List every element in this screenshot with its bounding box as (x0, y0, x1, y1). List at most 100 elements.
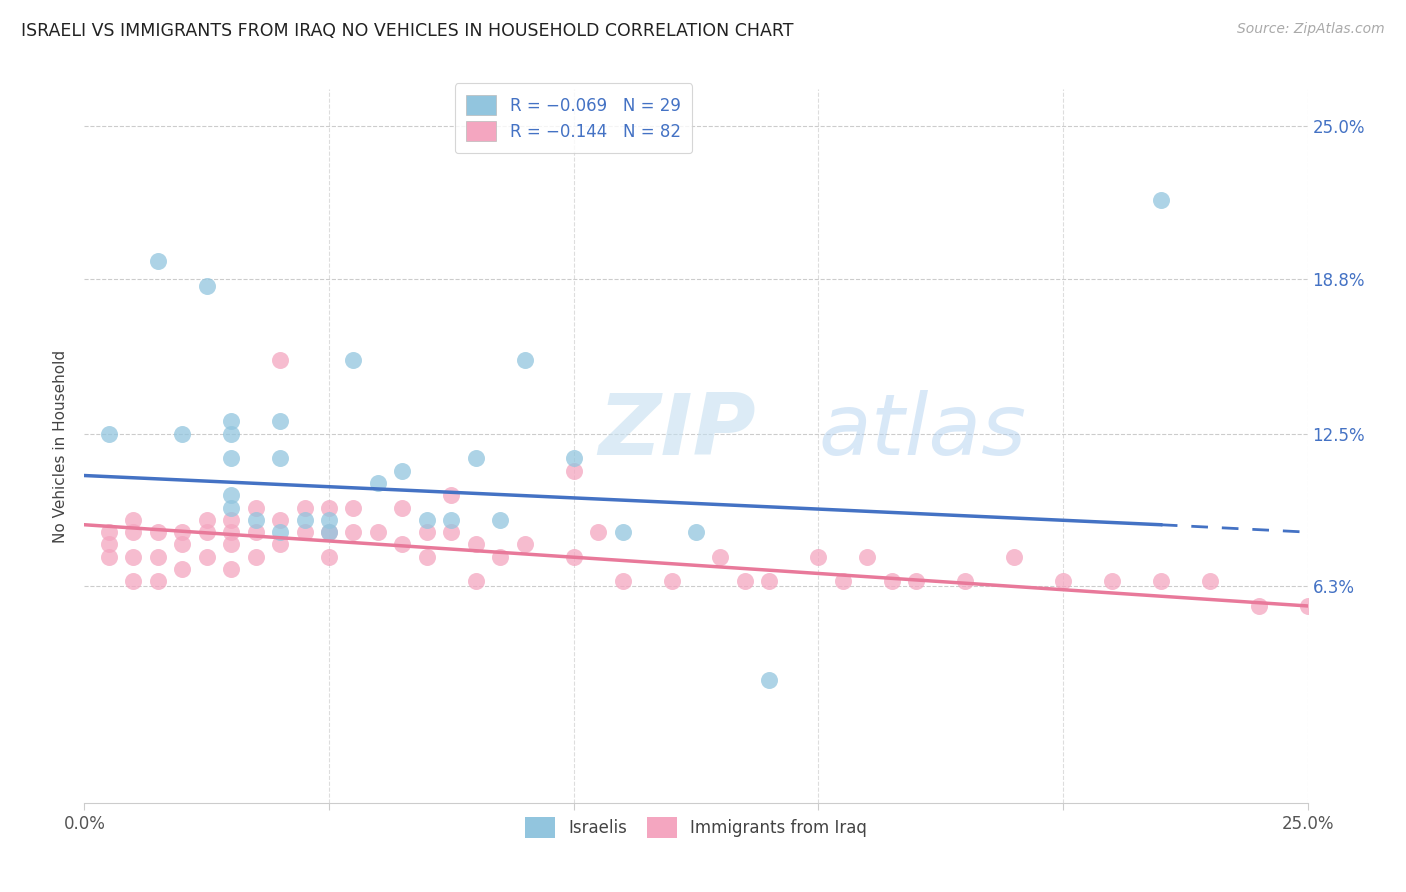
Point (880, 574, 903, 589)
Point (953, 574, 976, 589)
Point (1198, 574, 1220, 589)
Point (1052, 574, 1074, 589)
Point (586, 525, 609, 540)
Point (342, 500, 364, 515)
Text: atlas: atlas (818, 390, 1026, 474)
Point (416, 525, 439, 540)
Point (440, 488, 463, 502)
Point (612, 525, 634, 540)
Point (146, 525, 169, 540)
Point (219, 488, 242, 502)
Point (219, 525, 242, 540)
Point (146, 574, 169, 589)
Point (391, 537, 413, 551)
Point (489, 549, 512, 564)
Point (172, 537, 194, 551)
Point (758, 574, 780, 589)
Point (464, 537, 486, 551)
Text: ISRAELI VS IMMIGRANTS FROM IRAQ NO VEHICLES IN HOUSEHOLD CORRELATION CHART: ISRAELI VS IMMIGRANTS FROM IRAQ NO VEHIC… (21, 22, 793, 40)
Point (245, 513, 267, 527)
Point (367, 475, 389, 490)
Point (97, 549, 120, 564)
Point (318, 525, 340, 540)
Point (1247, 599, 1270, 613)
Point (269, 513, 291, 527)
Point (807, 549, 830, 564)
Point (391, 464, 413, 478)
Point (416, 513, 439, 527)
Point (318, 525, 340, 540)
Point (1101, 574, 1123, 589)
Point (219, 562, 242, 576)
Point (905, 574, 928, 589)
Point (367, 525, 389, 540)
Point (440, 513, 463, 527)
Point (97, 525, 120, 540)
Point (269, 537, 291, 551)
Point (146, 254, 169, 268)
Point (122, 513, 145, 527)
Point (734, 574, 756, 589)
Point (318, 513, 340, 527)
Text: ZIP: ZIP (598, 390, 756, 474)
Point (709, 549, 731, 564)
Point (172, 426, 194, 441)
Point (513, 537, 536, 551)
Point (219, 426, 242, 441)
Point (219, 451, 242, 466)
Point (219, 513, 242, 527)
Point (195, 525, 218, 540)
Point (219, 414, 242, 428)
Point (342, 352, 364, 367)
Point (245, 500, 267, 515)
Text: Source: ZipAtlas.com: Source: ZipAtlas.com (1237, 22, 1385, 37)
Point (758, 673, 780, 687)
Point (440, 525, 463, 540)
Point (172, 525, 194, 540)
Point (269, 525, 291, 540)
Point (464, 451, 486, 466)
Point (294, 500, 316, 515)
Point (172, 562, 194, 576)
Point (97, 426, 120, 441)
Point (245, 549, 267, 564)
Point (146, 549, 169, 564)
Point (416, 549, 439, 564)
Point (1002, 549, 1025, 564)
Point (195, 549, 218, 564)
Point (489, 513, 512, 527)
Point (342, 525, 364, 540)
Point (661, 574, 683, 589)
Point (195, 279, 218, 293)
Legend: Israelis, Immigrants from Iraq: Israelis, Immigrants from Iraq (517, 811, 875, 845)
Point (245, 525, 267, 540)
Point (219, 537, 242, 551)
Point (195, 513, 218, 527)
Point (269, 414, 291, 428)
Point (685, 525, 707, 540)
Point (318, 549, 340, 564)
Point (391, 500, 413, 515)
Point (513, 352, 536, 367)
Point (219, 500, 242, 515)
Point (1150, 574, 1173, 589)
Point (562, 549, 585, 564)
Point (294, 513, 316, 527)
Point (831, 574, 853, 589)
Point (464, 574, 486, 589)
Point (318, 500, 340, 515)
Point (97, 537, 120, 551)
Point (269, 352, 291, 367)
Point (269, 451, 291, 466)
Point (1296, 599, 1319, 613)
Point (1150, 193, 1173, 207)
Point (562, 464, 585, 478)
Point (122, 549, 145, 564)
Point (612, 574, 634, 589)
Point (856, 549, 879, 564)
Point (122, 525, 145, 540)
Y-axis label: No Vehicles in Household: No Vehicles in Household (53, 350, 69, 542)
Point (122, 574, 145, 589)
Point (294, 525, 316, 540)
Point (562, 451, 585, 466)
